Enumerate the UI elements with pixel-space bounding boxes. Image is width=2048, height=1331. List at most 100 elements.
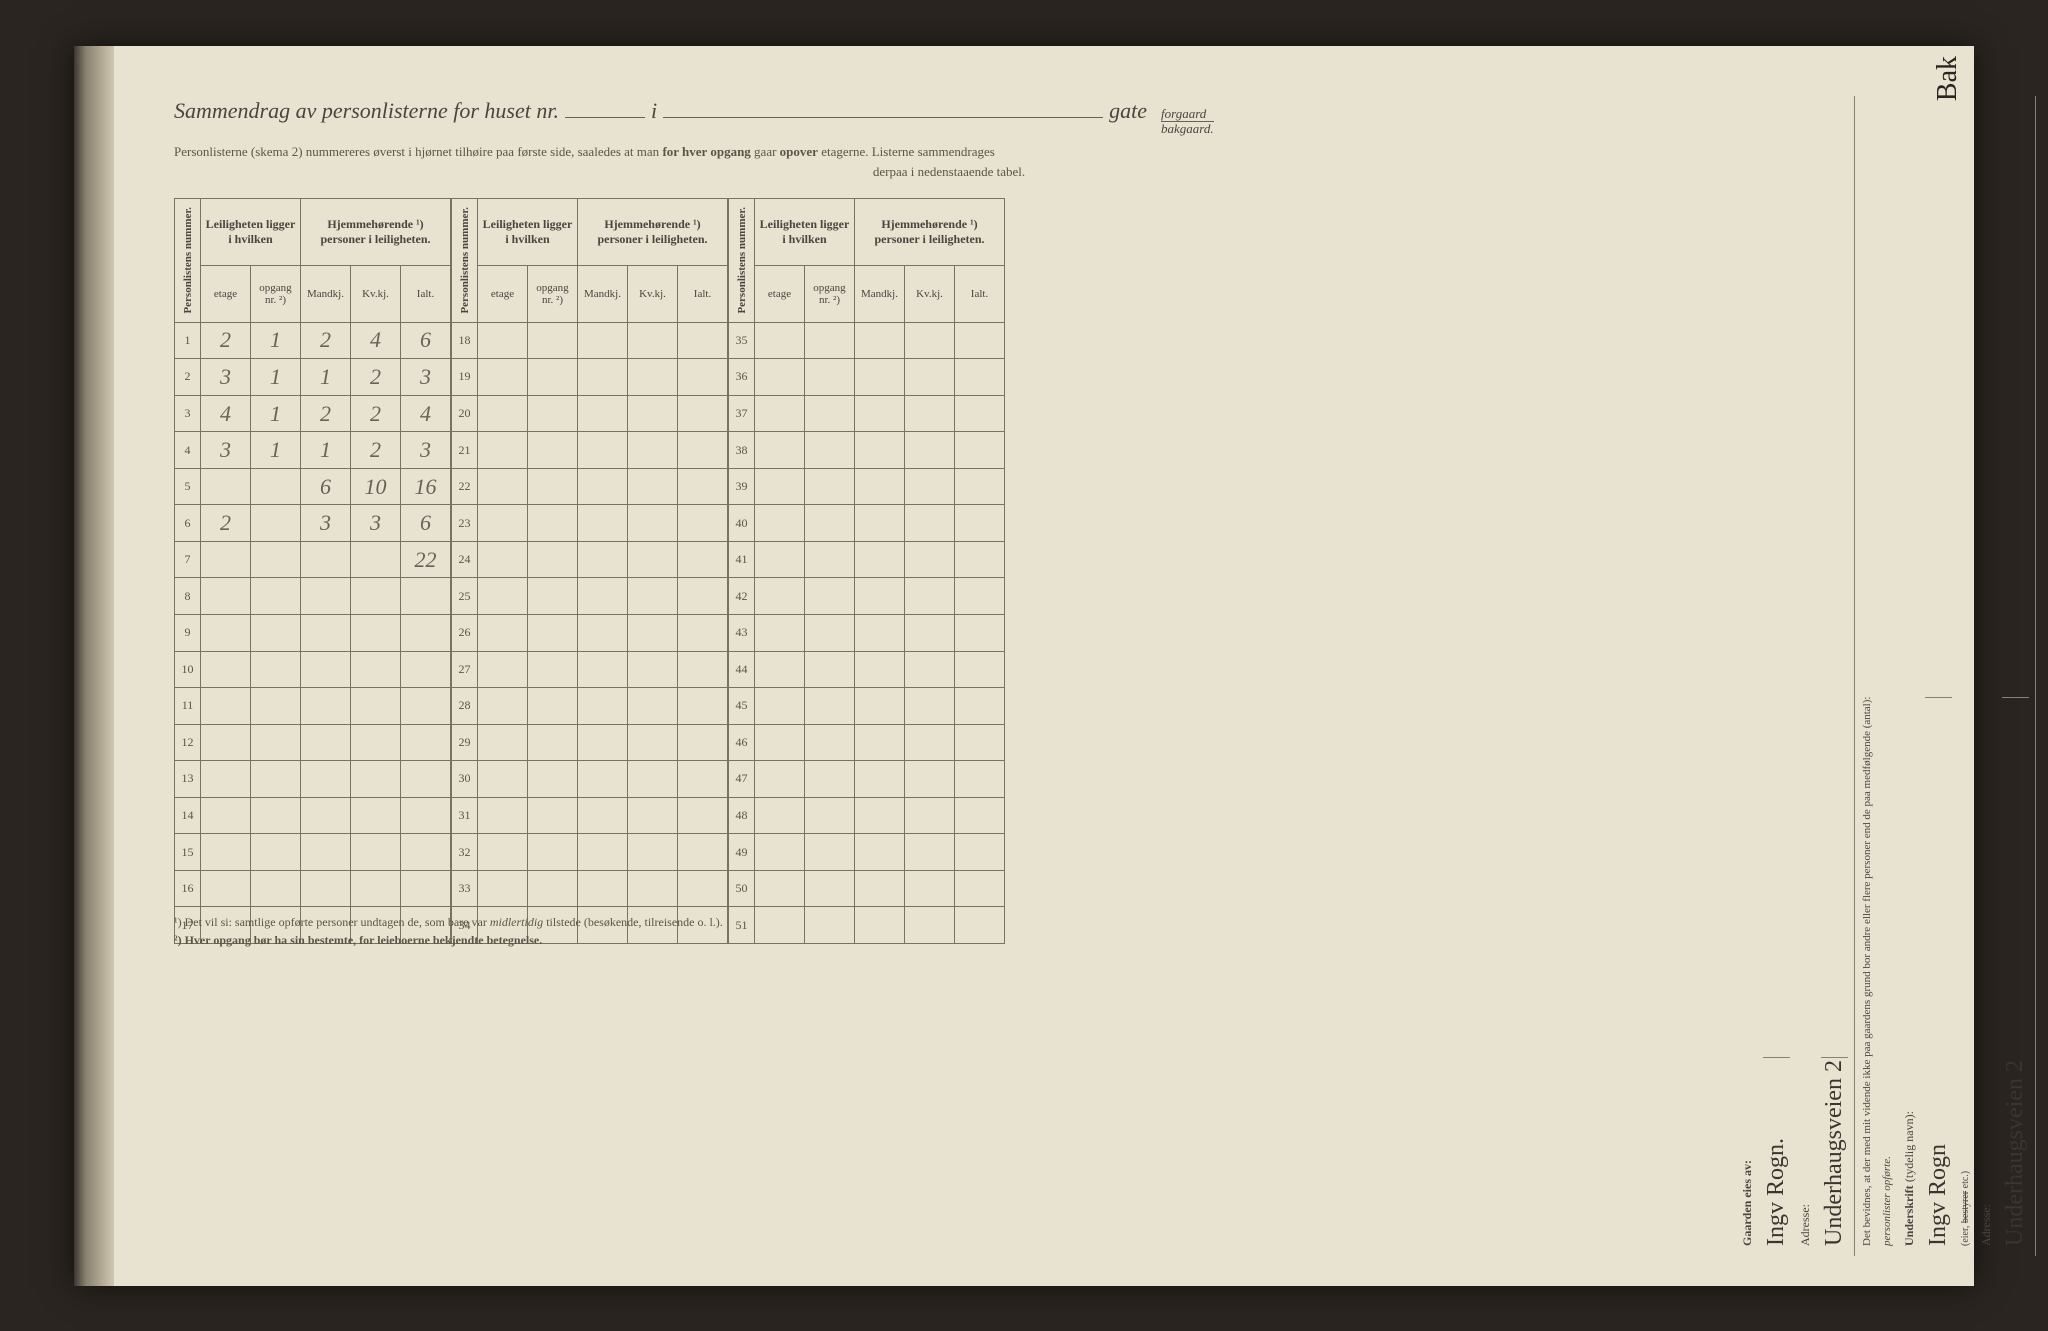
table-row: 431123: [175, 432, 451, 469]
data-cell: [578, 505, 628, 542]
row-number: 39: [729, 468, 755, 505]
row-number: 35: [729, 322, 755, 359]
table-row: 26: [452, 615, 728, 652]
table-row: 38: [729, 432, 1005, 469]
data-cell: [855, 468, 905, 505]
data-cell: [528, 541, 578, 578]
row-number: 26: [452, 615, 478, 652]
data-cell: [955, 615, 1005, 652]
col-leilighet-3: Leiligheten ligger i hvilken: [755, 199, 855, 265]
row-number: 29: [452, 724, 478, 761]
data-cell: [755, 834, 805, 871]
data-cell: [628, 651, 678, 688]
data-cell: [955, 907, 1005, 944]
data-cell: [805, 797, 855, 834]
data-cell: [628, 724, 678, 761]
table-row: 35: [729, 322, 1005, 359]
table-row: 50: [729, 870, 1005, 907]
data-cell: 1: [301, 432, 351, 469]
forgaard-label: forgaard: [1161, 107, 1214, 122]
data-cell: [805, 870, 855, 907]
data-cell: [755, 797, 805, 834]
data-cell: [301, 688, 351, 725]
data-cell: [478, 688, 528, 725]
data-cell: [805, 724, 855, 761]
data-cell: [955, 870, 1005, 907]
row-number: 44: [729, 651, 755, 688]
data-cell: [955, 797, 1005, 834]
data-cell: [755, 359, 805, 396]
col-leilighet-2: Leiligheten ligger i hvilken: [478, 199, 578, 265]
data-cell: [805, 688, 855, 725]
data-cell: 2: [301, 322, 351, 359]
data-cell: [855, 505, 905, 542]
table-row: 19: [452, 359, 728, 396]
col-hjemme-2: Hjemmehørende ¹) personer i leiligheten.: [578, 199, 728, 265]
data-cell: [578, 870, 628, 907]
data-cell: [528, 724, 578, 761]
row-number: 5: [175, 468, 201, 505]
data-cell: [578, 797, 628, 834]
data-cell: [351, 615, 401, 652]
data-cell: 4: [201, 395, 251, 432]
data-cell: [855, 797, 905, 834]
data-cell: [805, 468, 855, 505]
data-cell: 1: [251, 322, 301, 359]
data-cell: [628, 432, 678, 469]
data-cell: [955, 724, 1005, 761]
data-cell: [251, 651, 301, 688]
data-cell: [528, 615, 578, 652]
row-number: 36: [729, 359, 755, 396]
data-cell: [201, 468, 251, 505]
data-cell: [401, 651, 451, 688]
data-cell: [905, 359, 955, 396]
table-row: 25: [452, 578, 728, 615]
title-blank-nr: [565, 96, 645, 118]
data-cell: [855, 870, 905, 907]
data-cell: [678, 651, 728, 688]
data-cell: [755, 724, 805, 761]
table-row: 22: [452, 468, 728, 505]
data-cell: 4: [401, 395, 451, 432]
data-cell: [478, 834, 528, 871]
adresse-value-1: Underhaugsveien 2: [1821, 1057, 1848, 1246]
data-cell: [805, 761, 855, 798]
table-row: 12: [175, 724, 451, 761]
data-cell: [678, 505, 728, 542]
data-cell: [755, 761, 805, 798]
table-row: 43: [729, 615, 1005, 652]
data-cell: 2: [201, 505, 251, 542]
data-cell: 3: [201, 359, 251, 396]
data-cell: [478, 468, 528, 505]
table-row: 10: [175, 651, 451, 688]
data-cell: [401, 761, 451, 798]
table-row: 561016: [175, 468, 451, 505]
table-row: 49: [729, 834, 1005, 871]
book-spine: [74, 46, 114, 1286]
table-row: 37: [729, 395, 1005, 432]
table-row: 121246: [175, 322, 451, 359]
data-cell: [955, 395, 1005, 432]
row-number: 28: [452, 688, 478, 725]
data-cell: [351, 541, 401, 578]
table-row: 20: [452, 395, 728, 432]
row-number: 16: [175, 870, 201, 907]
data-cell: 6: [301, 468, 351, 505]
row-number: 18: [452, 322, 478, 359]
side-panel: Gaarden eies av: Ingv Rogn. Adresse: Und…: [1734, 96, 1934, 1256]
data-cell: [528, 468, 578, 505]
data-cell: [251, 468, 301, 505]
data-cell: [955, 578, 1005, 615]
data-cell: [401, 578, 451, 615]
data-cell: 3: [401, 359, 451, 396]
data-cell: [905, 541, 955, 578]
data-cell: [805, 907, 855, 944]
data-cell: [478, 322, 528, 359]
col-personlist: Personlistens nummer.: [175, 199, 201, 323]
underskrift-value: Ingv Rogn: [1925, 696, 1952, 1245]
row-number: 38: [729, 432, 755, 469]
data-cell: [955, 834, 1005, 871]
title-blank-street: [663, 96, 1103, 118]
table-row: 30: [452, 761, 728, 798]
data-cell: [301, 761, 351, 798]
